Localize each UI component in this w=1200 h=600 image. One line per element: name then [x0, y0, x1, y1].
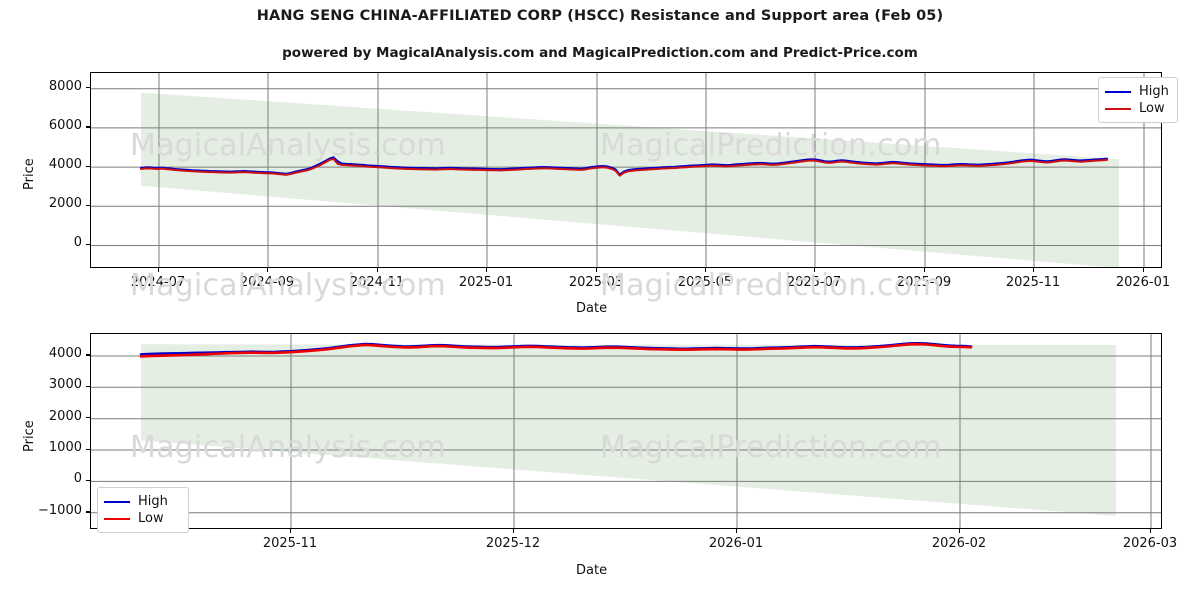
legend-swatch-low — [1105, 107, 1131, 110]
legend-label-high: High — [1139, 84, 1169, 99]
x-tick-mark — [958, 529, 960, 533]
x-tick-label: 2024-09 — [239, 275, 295, 290]
x-tick-label: 2025-11 — [1005, 275, 1061, 290]
y-tick-mark — [86, 126, 90, 128]
legend-swatch-high — [1105, 90, 1131, 93]
y-tick-mark — [86, 354, 90, 356]
x-tick-mark — [735, 529, 737, 533]
y-tick-mark — [86, 204, 90, 207]
legend-label-high: High — [138, 494, 168, 509]
overview-x-axis-label: Date — [576, 301, 608, 316]
y-tick-mark — [86, 448, 90, 450]
y-tick-label: 6000 — [48, 117, 82, 133]
zoom-x-axis-label: Date — [576, 563, 608, 578]
series-line-low — [139, 342, 973, 358]
x-tick-mark — [266, 268, 268, 272]
x-tick-mark — [813, 268, 815, 272]
legend-swatch-low — [104, 517, 130, 520]
y-tick-mark — [86, 479, 90, 482]
page-subtitle: powered by MagicalAnalysis.com and Magic… — [282, 45, 918, 61]
x-tick-label: 2025-03 — [568, 275, 624, 290]
x-tick-label: 2026-02 — [931, 536, 987, 551]
support-resistance-band — [141, 344, 1116, 516]
x-tick-mark — [485, 268, 487, 272]
x-tick-label: 2025-09 — [896, 275, 952, 290]
zoom-legend: High Low — [97, 487, 189, 533]
zoom-plot-svg — [91, 334, 1161, 528]
y-tick-label: 0 — [73, 471, 82, 487]
y-tick-label: 0 — [73, 235, 82, 251]
x-tick-label: 2025-05 — [677, 275, 733, 290]
support-resistance-band — [141, 92, 1119, 267]
x-tick-label: 2025-12 — [485, 536, 541, 551]
x-tick-mark — [923, 268, 925, 272]
legend-swatch-high — [104, 500, 130, 503]
x-tick-label: 2026-03 — [1122, 536, 1178, 551]
x-tick-mark — [704, 268, 706, 272]
y-tick-mark — [86, 87, 90, 89]
y-tick-label: 4000 — [48, 157, 82, 173]
overview-plot-svg — [91, 73, 1161, 267]
y-tick-mark — [86, 511, 90, 513]
x-tick-label: 2024-07 — [130, 275, 186, 290]
legend-item-high: High — [104, 493, 180, 510]
legend-item-low: Low — [104, 510, 180, 527]
y-tick-label: 4000 — [48, 345, 82, 361]
x-tick-mark — [157, 268, 159, 272]
overview-plot-area — [90, 72, 1162, 268]
x-tick-mark — [289, 529, 291, 533]
legend-item-high: High — [1105, 83, 1169, 100]
y-tick-mark — [86, 417, 90, 419]
zoom-chart — [90, 333, 1162, 529]
x-tick-label: 2025-01 — [458, 275, 514, 290]
x-tick-label: 2024-11 — [349, 275, 405, 290]
x-tick-label: 2025-07 — [786, 275, 842, 290]
x-tick-label: 2025-11 — [262, 536, 318, 551]
y-tick-label: 1000 — [48, 440, 82, 456]
x-tick-mark — [1032, 268, 1034, 272]
x-tick-mark — [595, 268, 597, 272]
y-tick-mark — [86, 385, 90, 388]
overview-legend: High Low — [1098, 77, 1178, 123]
x-tick-mark — [512, 529, 514, 533]
x-tick-label: 2026-01 — [1115, 275, 1171, 290]
series-line-high — [140, 156, 1108, 176]
legend-label-low: Low — [138, 511, 164, 526]
overview-chart — [90, 72, 1162, 268]
y-tick-label: 2000 — [48, 408, 82, 424]
x-tick-mark — [1149, 529, 1151, 533]
x-tick-label: 2026-01 — [708, 536, 764, 551]
y-tick-mark — [86, 243, 90, 246]
zoom-plot-area — [90, 333, 1162, 529]
x-tick-mark — [376, 268, 378, 272]
x-tick-mark — [1142, 268, 1144, 272]
page-title: HANG SENG CHINA-AFFILIATED CORP (HSCC) R… — [256, 8, 944, 24]
y-tick-label: 3000 — [48, 377, 82, 393]
y-tick-label: −1000 — [38, 502, 82, 518]
y-tick-label: 2000 — [48, 196, 82, 212]
y-tick-mark — [86, 165, 90, 167]
y-tick-label: 8000 — [48, 78, 82, 94]
legend-label-low: Low — [1139, 101, 1165, 116]
series-line-low — [140, 157, 1108, 177]
legend-item-low: Low — [1105, 100, 1169, 117]
